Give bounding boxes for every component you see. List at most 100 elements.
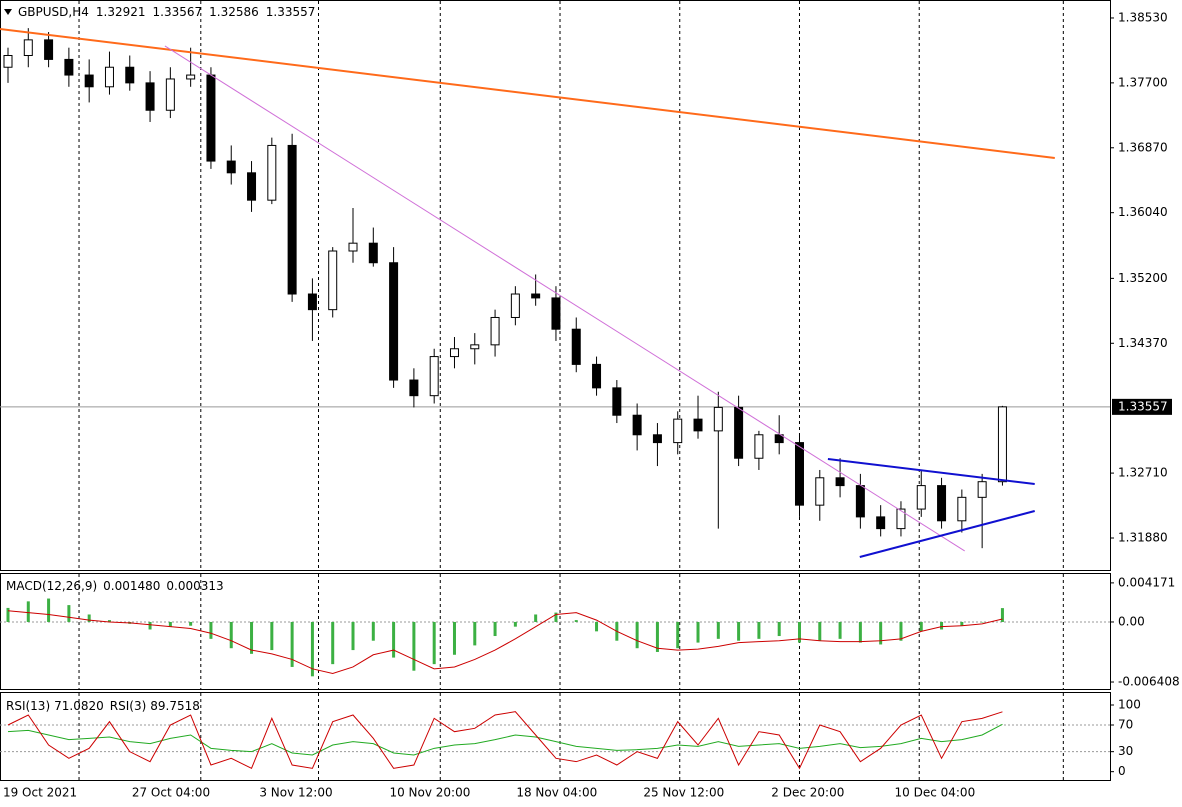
indicator-line (7, 711, 1003, 770)
candle-body (104, 66, 114, 88)
macd-bar (290, 621, 294, 667)
macd-bar (960, 621, 964, 626)
y-tick-label: 0.00 (1118, 614, 1145, 628)
candle-body (307, 293, 317, 311)
candle-body (84, 74, 94, 88)
candle-body (510, 293, 520, 318)
y-tick-label: 1.35200 (1118, 271, 1168, 285)
macd-bar (392, 621, 396, 658)
macd-bar (595, 621, 599, 632)
last-price-box (1112, 398, 1172, 415)
candle-body (551, 297, 561, 330)
macd-bar (574, 620, 578, 622)
candle-body (44, 39, 54, 60)
trend-line (164, 45, 965, 552)
macd-bar (737, 621, 741, 641)
y-tick-label: 0 (1118, 764, 1126, 778)
candle-body (206, 74, 216, 162)
y-tick-label: 0.004171 (1118, 575, 1175, 589)
macd-bar (6, 607, 10, 622)
candle-body (328, 250, 338, 311)
macd-bar (919, 621, 923, 632)
macd-bar (107, 620, 111, 622)
candle-body (734, 406, 744, 459)
macd-bar (87, 614, 91, 622)
candle-body (287, 144, 297, 295)
macd-bar (676, 621, 680, 649)
x-tick-label: 10 Dec 04:00 (895, 786, 976, 800)
candle-body (794, 442, 804, 506)
macd-bar (655, 621, 659, 652)
x-tick-label: 2 Dec 20:00 (771, 786, 844, 800)
macd-header: MACD(12,26,9) 0.001480 0.000313 (6, 579, 224, 593)
trend-line (0, 28, 1055, 159)
panel-frame (0, 0, 1111, 571)
macd-bar (412, 621, 416, 671)
candle-body (3, 55, 13, 68)
candle-body (165, 78, 175, 111)
candle-body (997, 406, 1007, 483)
candle-body (673, 418, 683, 444)
macd-bar (371, 621, 375, 641)
y-tick-label: 1.32710 (1118, 466, 1168, 480)
rsi-header: RSI(13) 71.0820 RSI(3) 89.7518 (6, 699, 200, 713)
y-tick-label: 1.38530 (1118, 10, 1168, 24)
symbol: GBPUSD,H4 (18, 5, 89, 19)
y-tick-label: 30 (1118, 744, 1133, 758)
macd-bar (331, 621, 335, 665)
candle-body (977, 481, 987, 498)
macd-bar (858, 621, 862, 643)
readout: 0.000313 (166, 579, 223, 593)
y-tick-label: 70 (1118, 718, 1133, 732)
candle-body (409, 379, 419, 397)
x-tick-label: 25 Nov 12:00 (643, 786, 724, 800)
ohlc-value: 1.32921 (96, 5, 146, 19)
macd-bar (452, 621, 456, 655)
macd-bar (229, 621, 233, 649)
macd-bar (940, 621, 944, 630)
last-price-label: 1.33557 (1118, 399, 1168, 413)
candle-body (429, 356, 439, 397)
macd-bar (493, 621, 497, 637)
macd-bar (899, 621, 903, 641)
macd-bar (67, 605, 71, 622)
readout: 0.001480 (103, 579, 160, 593)
candle-body (247, 172, 257, 201)
panel-frame (0, 692, 1111, 781)
y-tick-label: 1.37700 (1118, 75, 1168, 89)
ohlc-value: 1.33567 (153, 5, 203, 19)
macd-bar (270, 621, 274, 651)
candle-body (348, 242, 358, 252)
ohlc-value: 1.32586 (209, 5, 259, 19)
candle-body (64, 58, 74, 76)
candle-body (754, 434, 764, 459)
header-arrow (4, 9, 12, 15)
panel-frame (0, 573, 1111, 690)
macd-bar (818, 621, 822, 641)
candle-body (186, 74, 196, 80)
y-tick-label: 1.36870 (1118, 140, 1168, 154)
indicator-name: MACD(12,26,9) (6, 579, 97, 593)
macd-bar (432, 621, 436, 665)
candle-body (632, 414, 642, 436)
y-tick-label: -0.006408 (1118, 675, 1180, 689)
macd-bar (534, 614, 538, 622)
readout: 71.0820 (54, 699, 104, 713)
macd-bar (250, 621, 254, 654)
macd-bar (47, 598, 51, 622)
candle-body (449, 348, 459, 358)
candle-body (693, 418, 703, 432)
y-tick-label: 1.36040 (1118, 205, 1168, 219)
candle-body (855, 485, 865, 518)
macd-bar (716, 621, 720, 639)
macd-bar (635, 621, 639, 649)
indicator-line (7, 723, 1003, 756)
candle-body (815, 477, 825, 506)
candle-body (592, 363, 602, 389)
candle-body (896, 508, 906, 530)
ohlc-value: 1.33557 (266, 5, 316, 19)
header: GBPUSD,H4 1.32921 1.33567 1.32586 1.33557 (18, 5, 315, 19)
indicator-line (7, 610, 1003, 675)
